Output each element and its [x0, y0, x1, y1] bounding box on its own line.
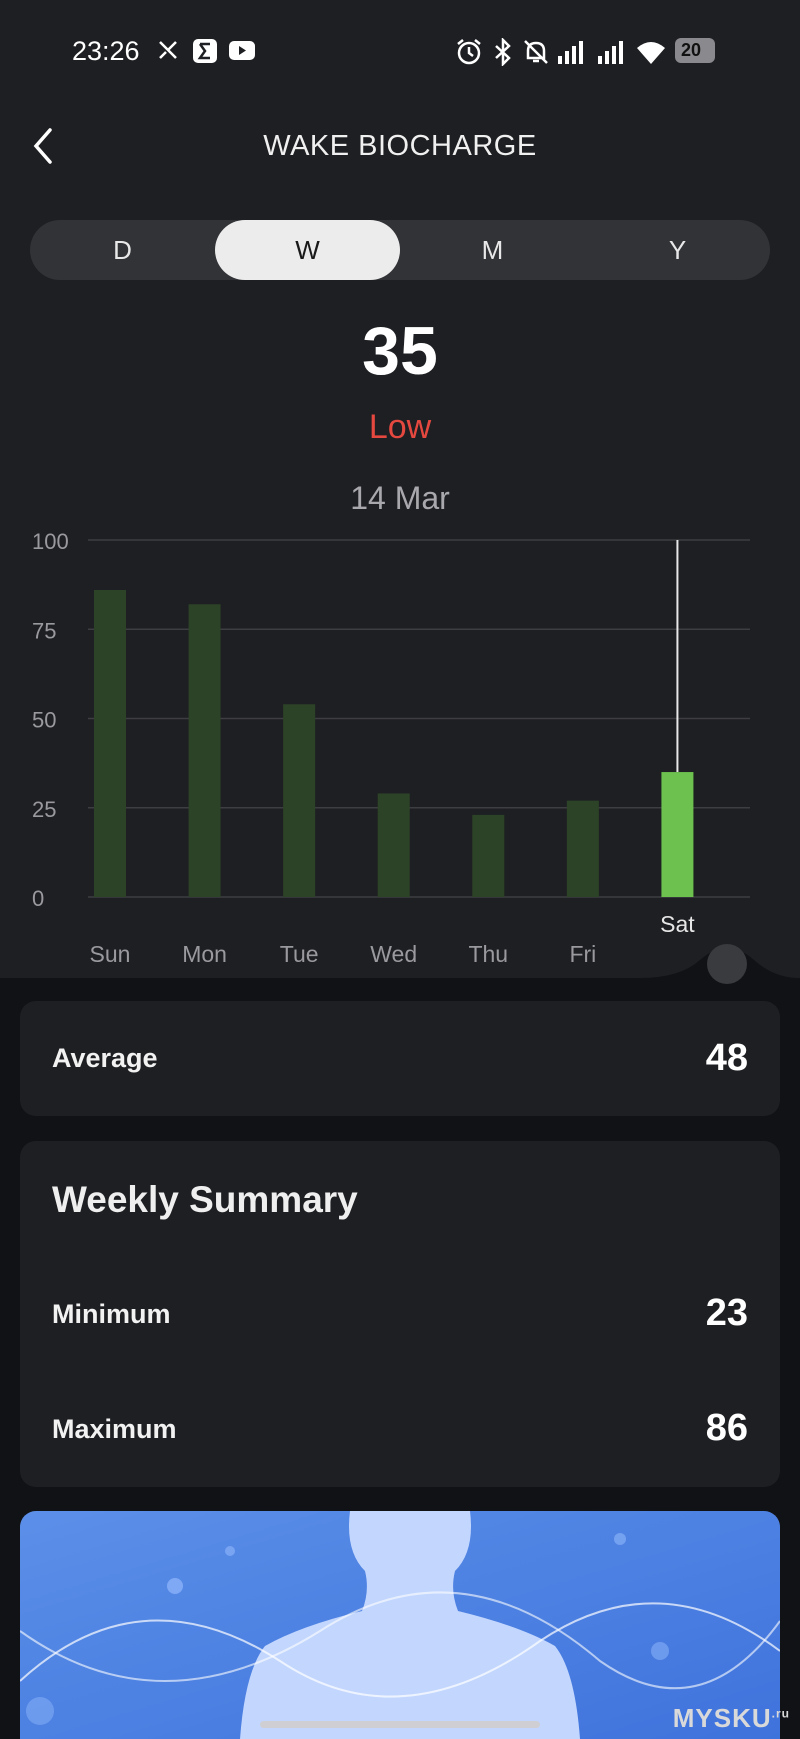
maximum-value: 86: [705, 1407, 748, 1449]
wifi-icon: [637, 42, 665, 64]
chart-bar: [661, 772, 694, 897]
status-time: 23:26: [72, 36, 140, 66]
home-indicator[interactable]: [260, 1721, 540, 1728]
back-arrow-icon[interactable]: [26, 124, 62, 168]
biocharge-bar-chart: 0 25 50 75 100 Sun Mon Tue Wed Thu Fri Sat: [32, 529, 750, 967]
battery-level: 20: [681, 40, 702, 60]
status-bar: 23:26 20: [0, 0, 800, 100]
average-label: Average: [52, 1043, 158, 1073]
maximum-label: Maximum: [52, 1414, 177, 1444]
tab-week[interactable]: W: [215, 220, 400, 280]
app-notification-icon: [159, 41, 177, 59]
x-tick-label: Tue: [280, 941, 319, 967]
x-tick-label: Mon: [182, 941, 227, 967]
body-illustration: [20, 1511, 780, 1739]
bluetooth-icon: [495, 38, 511, 66]
chart-bar: [283, 704, 316, 897]
tab-month[interactable]: M: [481, 235, 504, 265]
level-label: Low: [368, 408, 432, 446]
average-value: 48: [705, 1037, 748, 1079]
youtube-icon: [229, 41, 255, 60]
watermark-suffix: .ru: [771, 1706, 790, 1721]
y-tick-label: 100: [32, 529, 69, 554]
weekly-summary-title: Weekly Summary: [52, 1179, 358, 1220]
panel-curve: [0, 948, 800, 1010]
minimum-value: 23: [705, 1292, 748, 1334]
minimum-label: Minimum: [52, 1299, 171, 1329]
y-tick-label: 0: [32, 886, 44, 911]
chart-scroll-handle[interactable]: [707, 944, 747, 984]
chart-bar: [94, 589, 126, 897]
y-tick-label: 75: [32, 618, 56, 643]
x-tick-label: Thu: [468, 941, 508, 967]
battery-icon: 20: [675, 38, 715, 63]
x-tick-label: Sat: [660, 911, 695, 937]
mute-icon: [524, 40, 548, 64]
chart-bar: [566, 800, 599, 897]
page-title: WAKE BIOCHARGE: [263, 130, 537, 162]
watermark: MYSKU.ru: [673, 1703, 790, 1734]
x-tick-label: Fri: [569, 941, 596, 967]
weekly-summary-card: Weekly Summary Minimum 23 Maximum 86: [20, 1141, 780, 1487]
signal-2-icon: [598, 41, 623, 64]
watermark-text: MYSKU: [672, 1703, 772, 1733]
selected-value: 35: [362, 313, 438, 389]
info-banner[interactable]: [20, 1511, 780, 1739]
chart-bar: [377, 793, 410, 897]
x-tick-label: Wed: [370, 941, 417, 967]
x-tick-label: Sun: [90, 941, 131, 967]
y-tick-label: 50: [32, 708, 56, 733]
sigma-app-icon: [193, 39, 217, 63]
signal-icon: [558, 41, 583, 64]
average-card: Average 48: [20, 1001, 780, 1116]
alarm-icon: [457, 39, 481, 65]
tab-day[interactable]: D: [113, 235, 132, 265]
y-tick-label: 25: [32, 797, 56, 822]
period-selector: D W M Y: [30, 220, 770, 280]
chart-bar: [472, 814, 505, 897]
selected-date: 14 Mar: [350, 480, 450, 516]
chart-bar: [188, 604, 221, 897]
tab-year[interactable]: Y: [668, 235, 687, 265]
